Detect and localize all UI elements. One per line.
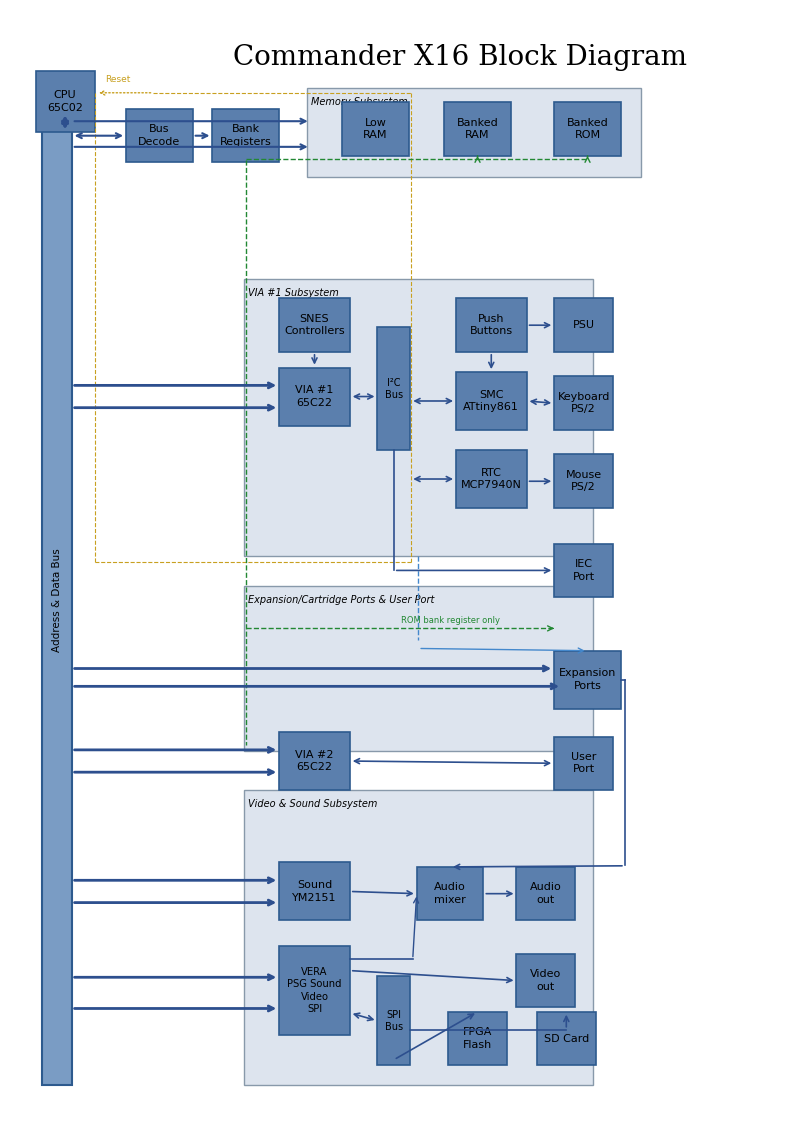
Bar — [306, 88, 641, 177]
Text: ROM bank register only: ROM bank register only — [401, 615, 500, 624]
Bar — [36, 71, 94, 133]
Bar — [554, 737, 613, 789]
Bar — [537, 1012, 596, 1066]
Text: PSU: PSU — [572, 320, 595, 330]
Text: Expansion
Ports: Expansion Ports — [559, 668, 616, 691]
Bar — [212, 109, 279, 163]
Text: Bank
Registers: Bank Registers — [220, 125, 272, 147]
Bar — [417, 867, 484, 921]
Bar — [42, 116, 71, 1086]
Bar — [554, 102, 621, 156]
Bar — [516, 953, 576, 1007]
Text: Audio
mixer: Audio mixer — [434, 883, 466, 905]
Bar — [279, 299, 350, 351]
Text: User
Port: User Port — [571, 752, 596, 775]
Text: Audio
out: Audio out — [530, 883, 562, 905]
Bar — [244, 789, 593, 1086]
Text: Video & Sound Subsystem: Video & Sound Subsystem — [248, 798, 377, 809]
Text: Reset: Reset — [105, 74, 130, 83]
Text: Low
RAM: Low RAM — [363, 118, 387, 140]
Bar — [279, 946, 350, 1035]
Text: SD Card: SD Card — [544, 1033, 589, 1043]
Bar — [554, 544, 613, 597]
Bar — [279, 367, 350, 426]
Bar — [377, 328, 410, 450]
Text: Banked
ROM: Banked ROM — [567, 118, 608, 140]
Text: Address & Data Bus: Address & Data Bus — [52, 549, 62, 652]
Bar — [554, 299, 613, 351]
Text: FPGA
Flash: FPGA Flash — [463, 1028, 492, 1050]
Bar — [377, 976, 410, 1066]
Bar — [456, 450, 526, 508]
Bar — [448, 1012, 507, 1066]
Text: I²C
Bus: I²C Bus — [385, 377, 403, 400]
Text: RTC
MCP7940N: RTC MCP7940N — [461, 468, 522, 491]
Text: Keyboard
PS/2: Keyboard PS/2 — [557, 392, 610, 414]
Bar — [456, 372, 526, 430]
Bar — [444, 102, 511, 156]
Text: Expansion/Cartridge Ports & User Port: Expansion/Cartridge Ports & User Port — [248, 595, 434, 605]
Bar — [554, 455, 613, 508]
Text: Banked
RAM: Banked RAM — [457, 118, 499, 140]
Text: Memory Subsystem: Memory Subsystem — [310, 97, 407, 107]
Bar — [244, 586, 593, 751]
Text: Commander X16 Block Diagram: Commander X16 Block Diagram — [233, 44, 687, 71]
Bar — [342, 102, 409, 156]
Text: Push
Buttons: Push Buttons — [470, 314, 513, 337]
Bar — [554, 650, 621, 709]
Bar — [244, 280, 593, 556]
Text: IEC
Port: IEC Port — [572, 559, 595, 582]
Bar — [126, 109, 193, 163]
Text: SPI
Bus: SPI Bus — [385, 1010, 403, 1032]
Text: Mouse
PS/2: Mouse PS/2 — [565, 471, 602, 493]
Bar — [456, 299, 526, 351]
Text: VIA #2
65C22: VIA #2 65C22 — [295, 750, 333, 773]
Text: Sound
YM2151: Sound YM2151 — [292, 880, 337, 903]
Text: SNES
Controllers: SNES Controllers — [284, 314, 345, 337]
Bar — [516, 867, 576, 921]
Text: VIA #1 Subsystem: VIA #1 Subsystem — [248, 289, 338, 299]
Text: Bus
Decode: Bus Decode — [138, 125, 180, 147]
Text: VERA
PSG Sound
Video
SPI: VERA PSG Sound Video SPI — [287, 967, 341, 1014]
Text: SMC
ATtiny861: SMC ATtiny861 — [464, 390, 519, 412]
Bar — [279, 862, 350, 921]
Bar — [279, 732, 350, 789]
Bar — [554, 376, 613, 430]
Text: VIA #1
65C22: VIA #1 65C22 — [295, 385, 333, 408]
Text: CPU
65C02: CPU 65C02 — [47, 91, 83, 113]
Text: Video
out: Video out — [530, 969, 561, 992]
